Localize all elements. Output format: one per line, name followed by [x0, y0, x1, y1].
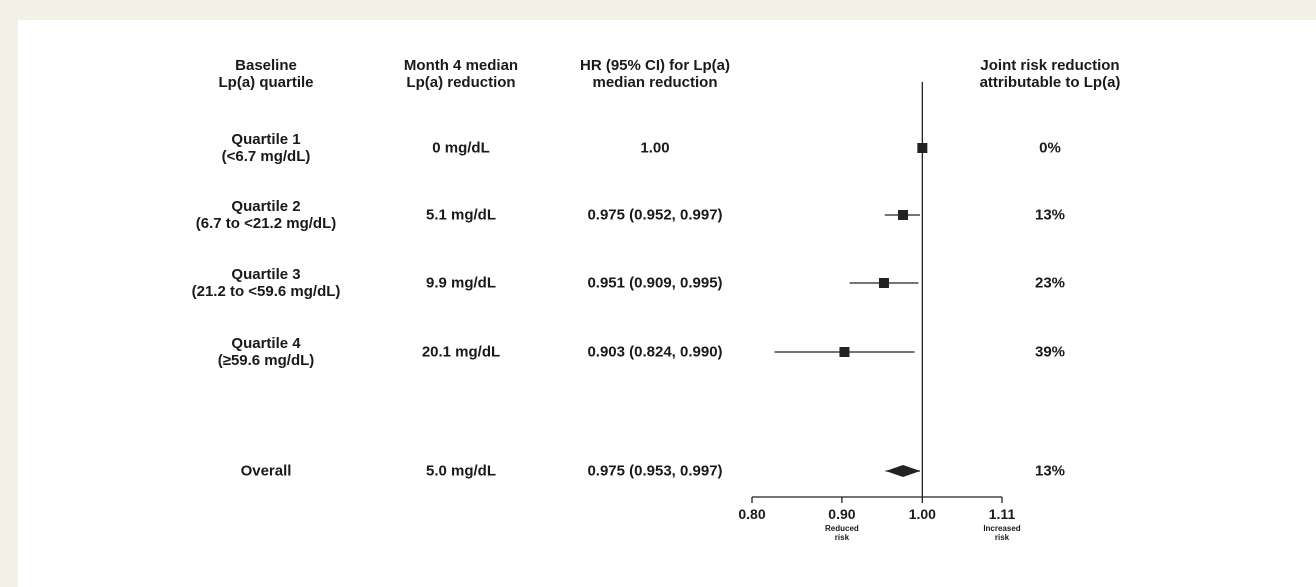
point-estimate-diamond — [885, 465, 921, 477]
x-tick-label: 0.80 — [738, 506, 765, 522]
row-hr-quartile-1: 1.00 — [640, 139, 670, 157]
row-label-overall: Overall — [241, 463, 292, 480]
header-hr-ci: HR (95% CI) for Lp(a) median reduction — [580, 57, 730, 91]
header-hr-line2: median reduction — [592, 74, 718, 91]
point-estimate-square — [839, 347, 850, 357]
row-label-line1: Quartile 1 — [231, 131, 301, 148]
row-label-line1: Overall — [240, 462, 292, 480]
row-reduction-overall: 5.0 mg/dL — [425, 462, 497, 480]
row-joint-overall: 13% — [1034, 462, 1066, 480]
row-label-quartile-3: Quartile 3 (21.2 to <59.6 mg/dL) — [192, 266, 341, 300]
x-tick-sublabel: risk — [995, 533, 1010, 542]
row-label-line1: Quartile 4 — [231, 335, 301, 352]
header-month4-line1: Month 4 median — [403, 57, 519, 74]
row-reduction-quartile-1: 0 mg/dL — [432, 139, 490, 157]
row-hr-quartile-2: 0.975 (0.952, 0.997) — [587, 206, 723, 224]
x-tick-label: 1.11 — [989, 506, 1016, 522]
row-label-line1: Quartile 3 — [231, 266, 301, 283]
point-estimate-square — [878, 278, 889, 288]
x-tick-label: 1.00 — [909, 506, 936, 522]
row-reduction-quartile-3: 9.9 mg/dL — [425, 274, 497, 292]
point-estimate-square — [898, 210, 909, 220]
x-tick-sublabel: Reduced — [825, 524, 859, 533]
row-hr-quartile-4: 0.903 (0.824, 0.990) — [587, 343, 723, 361]
row-label-quartile-4: Quartile 4 (≥59.6 mg/dL) — [218, 335, 315, 369]
header-month4-line2: Lp(a) reduction — [406, 74, 516, 91]
point-estimate-square — [917, 143, 928, 153]
x-tick-label: 0.90 — [828, 506, 855, 522]
row-label-quartile-1: Quartile 1 (<6.7 mg/dL) — [222, 131, 311, 165]
row-label-line2: (6.7 to <21.2 mg/dL) — [195, 215, 337, 232]
header-joint-risk: Joint risk reduction attributable to Lp(… — [980, 57, 1121, 91]
row-label-line2: (21.2 to <59.6 mg/dL) — [191, 283, 341, 300]
row-hr-quartile-3: 0.951 (0.909, 0.995) — [587, 274, 723, 292]
row-reduction-quartile-2: 5.1 mg/dL — [425, 206, 497, 224]
header-baseline-quartile: Baseline Lp(a) quartile — [218, 57, 313, 91]
row-joint-quartile-4: 39% — [1034, 343, 1066, 361]
row-label-line2: (≥59.6 mg/dL) — [217, 352, 315, 369]
forest-plot-panel: Baseline Lp(a) quartile Month 4 median L… — [18, 20, 1316, 587]
row-label-quartile-2: Quartile 2 (6.7 to <21.2 mg/dL) — [196, 198, 336, 232]
row-joint-quartile-1: 0% — [1039, 139, 1061, 157]
header-baseline-line1: Baseline — [235, 57, 297, 74]
header-joint-line1: Joint risk reduction — [980, 57, 1120, 74]
header-month4-reduction: Month 4 median Lp(a) reduction — [404, 57, 518, 91]
row-joint-quartile-2: 13% — [1034, 206, 1066, 224]
row-label-line1: Quartile 2 — [231, 198, 301, 215]
header-joint-line2: attributable to Lp(a) — [979, 74, 1121, 91]
header-baseline-line2: Lp(a) quartile — [218, 74, 314, 91]
header-hr-line1: HR (95% CI) for Lp(a) — [580, 57, 730, 74]
row-reduction-quartile-4: 20.1 mg/dL — [421, 343, 501, 361]
row-joint-quartile-3: 23% — [1034, 274, 1066, 292]
row-hr-overall: 0.975 (0.953, 0.997) — [587, 462, 723, 480]
x-tick-sublabel: risk — [835, 533, 850, 542]
x-tick-sublabel: Increased — [983, 524, 1020, 533]
row-label-line2: (<6.7 mg/dL) — [221, 148, 311, 165]
